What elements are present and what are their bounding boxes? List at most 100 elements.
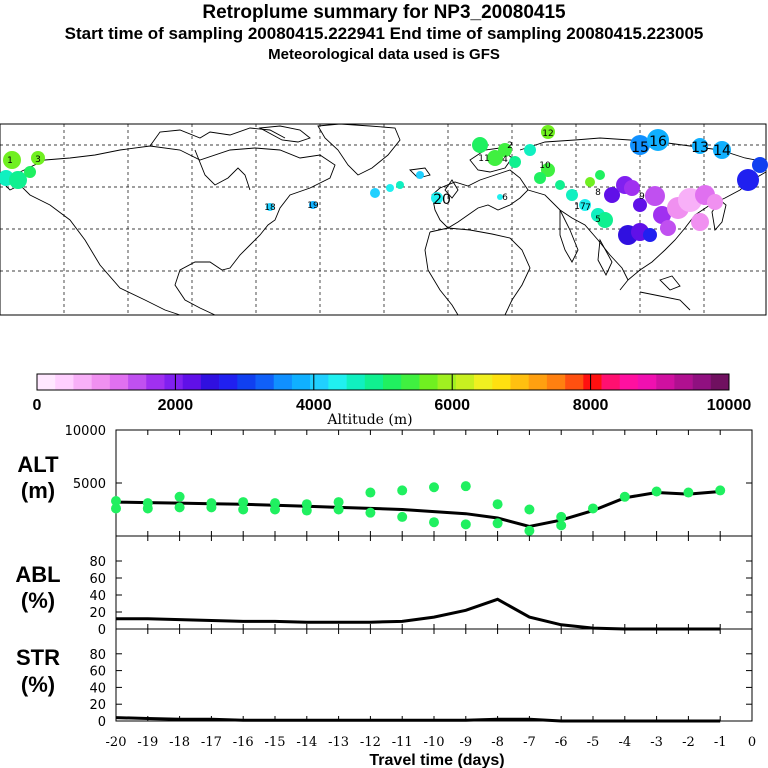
altitude-point: [365, 487, 376, 498]
x-axis-label: Travel time (days): [369, 752, 504, 768]
x-tick-label: -5: [587, 735, 600, 750]
colorbar-cell: [346, 374, 366, 390]
y-tick-label: 80: [89, 555, 106, 570]
plume-marker: [9, 171, 27, 189]
plume-marker: [497, 194, 503, 200]
panel-label: STR: [16, 645, 60, 670]
plume-day-label: 3: [35, 155, 41, 165]
plume-day-label: 4: [502, 155, 508, 165]
plume-marker: [309, 201, 317, 209]
colorbar-cell: [383, 374, 402, 390]
plume-marker: [630, 135, 650, 155]
colorbar-cell: [128, 374, 147, 390]
plume-day-label: 10: [539, 161, 551, 171]
plume-marker: [541, 163, 555, 177]
x-tick-label: -14: [296, 735, 317, 750]
colorbar-cell: [91, 374, 111, 390]
altitude-point: [174, 491, 185, 502]
colorbar-tick-label: 2000: [158, 397, 194, 414]
x-tick-label: -8: [491, 735, 504, 750]
plume-marker: [396, 181, 404, 189]
plume-day-label: 8: [595, 188, 601, 198]
colorbar-tick-label: 4000: [296, 397, 332, 414]
colorbar-cell: [692, 374, 712, 390]
altitude-point: [556, 511, 567, 522]
colorbar-cell: [455, 374, 475, 390]
x-tick-label: -20: [106, 735, 127, 750]
y-tick-label: 0: [98, 623, 106, 638]
colorbar-tick-label: 8000: [573, 397, 609, 414]
x-tick-label: -10: [424, 735, 445, 750]
plume-marker: [3, 151, 21, 169]
plume-day-label: 9: [639, 192, 645, 202]
colorbar-cell: [237, 374, 256, 390]
plume-marker: [431, 192, 443, 204]
colorbar-cell: [565, 374, 584, 390]
chart-title: Retroplume summary for NP3_20080415: [202, 2, 566, 23]
colorbar-cell: [546, 374, 566, 390]
altitude-point: [460, 481, 471, 492]
altitude-point: [397, 511, 408, 522]
x-tick-label: -9: [459, 735, 472, 750]
plume-marker: [487, 150, 503, 166]
altitude-point: [174, 502, 185, 513]
plume-marker: [534, 172, 546, 184]
panel-label: (%): [21, 588, 55, 613]
time-series-panels: 100005000ALT(m)806040200ABL(%)806040200S…: [15, 424, 756, 768]
plume-day-label: 7: [585, 203, 591, 213]
x-tick-label: -19: [137, 735, 158, 750]
x-tick-label: -11: [392, 735, 413, 750]
altitude-point: [333, 497, 344, 508]
x-tick-label: -18: [169, 735, 190, 750]
plume-marker: [266, 203, 274, 211]
colorbar-cell: [182, 374, 202, 390]
plume-marker: [645, 186, 665, 206]
map-frame: [0, 123, 767, 316]
plume-day-label: 14: [713, 143, 731, 159]
sampling-time-line: Start time of sampling 20080415.222941 E…: [64, 24, 704, 43]
series-line: [115, 490, 721, 529]
plume-marker: [752, 157, 768, 173]
colorbar-cell: [273, 374, 293, 390]
colorbar-cell: [219, 374, 238, 390]
y-tick-label: 60: [89, 665, 106, 680]
panel-label: ALT: [17, 452, 59, 477]
colorbar-cell: [401, 374, 420, 390]
y-tick-label: 80: [89, 648, 106, 663]
series-line: [115, 716, 721, 723]
plume-marker: [713, 141, 731, 159]
altitude-point: [301, 505, 312, 516]
colorbar-cell: [528, 374, 548, 390]
altitude-point: [556, 520, 567, 531]
colorbar-label: Altitude (m): [326, 412, 412, 428]
plume-marker: [472, 137, 488, 153]
y-tick-label: 60: [89, 572, 106, 587]
x-tick-label: -3: [650, 735, 663, 750]
colorbar-cell: [255, 374, 275, 390]
colorbar-cell: [601, 374, 621, 390]
altitude-point: [429, 517, 439, 528]
colorbar-cell: [146, 374, 165, 390]
plume-marker: [498, 143, 512, 157]
y-tick-label: 10000: [65, 424, 106, 439]
colorbar-cell: [674, 374, 693, 390]
colorbar-cell: [55, 374, 74, 390]
plume-marker: [691, 213, 709, 231]
plume-day-label: 5: [595, 215, 601, 225]
plume-day-label: 2: [507, 141, 513, 151]
panel-frame: [115, 535, 753, 630]
plume-marker: [555, 180, 565, 190]
x-tick-label: -13: [328, 735, 349, 750]
plume-markers: [0, 125, 768, 245]
altitude-point: [619, 491, 630, 502]
altitude-point: [238, 504, 249, 515]
plume-day-label: 1: [7, 156, 13, 166]
plume-marker: [624, 180, 640, 196]
colorbar-cell: [310, 374, 329, 390]
colorbar-cell: [474, 374, 493, 390]
plume-marker: [579, 199, 591, 211]
x-tick-label: -6: [555, 735, 568, 750]
x-tick-label: -16: [233, 735, 254, 750]
